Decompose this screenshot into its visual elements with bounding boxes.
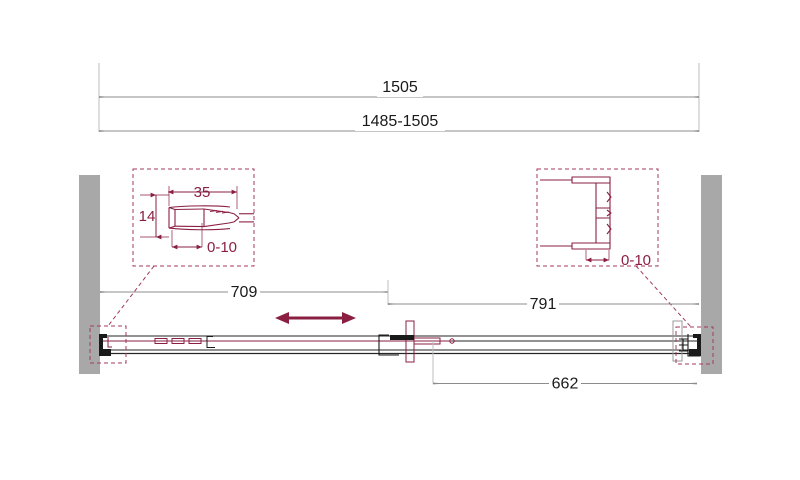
svg-text:14: 14 bbox=[139, 208, 156, 225]
svg-text:791: 791 bbox=[530, 296, 557, 313]
svg-text:0-10: 0-10 bbox=[207, 239, 237, 256]
svg-text:662: 662 bbox=[552, 376, 579, 393]
svg-text:1505: 1505 bbox=[382, 79, 418, 96]
svg-text:35: 35 bbox=[194, 184, 211, 201]
svg-text:709: 709 bbox=[231, 284, 258, 301]
svg-text:1485-1505: 1485-1505 bbox=[362, 113, 439, 130]
